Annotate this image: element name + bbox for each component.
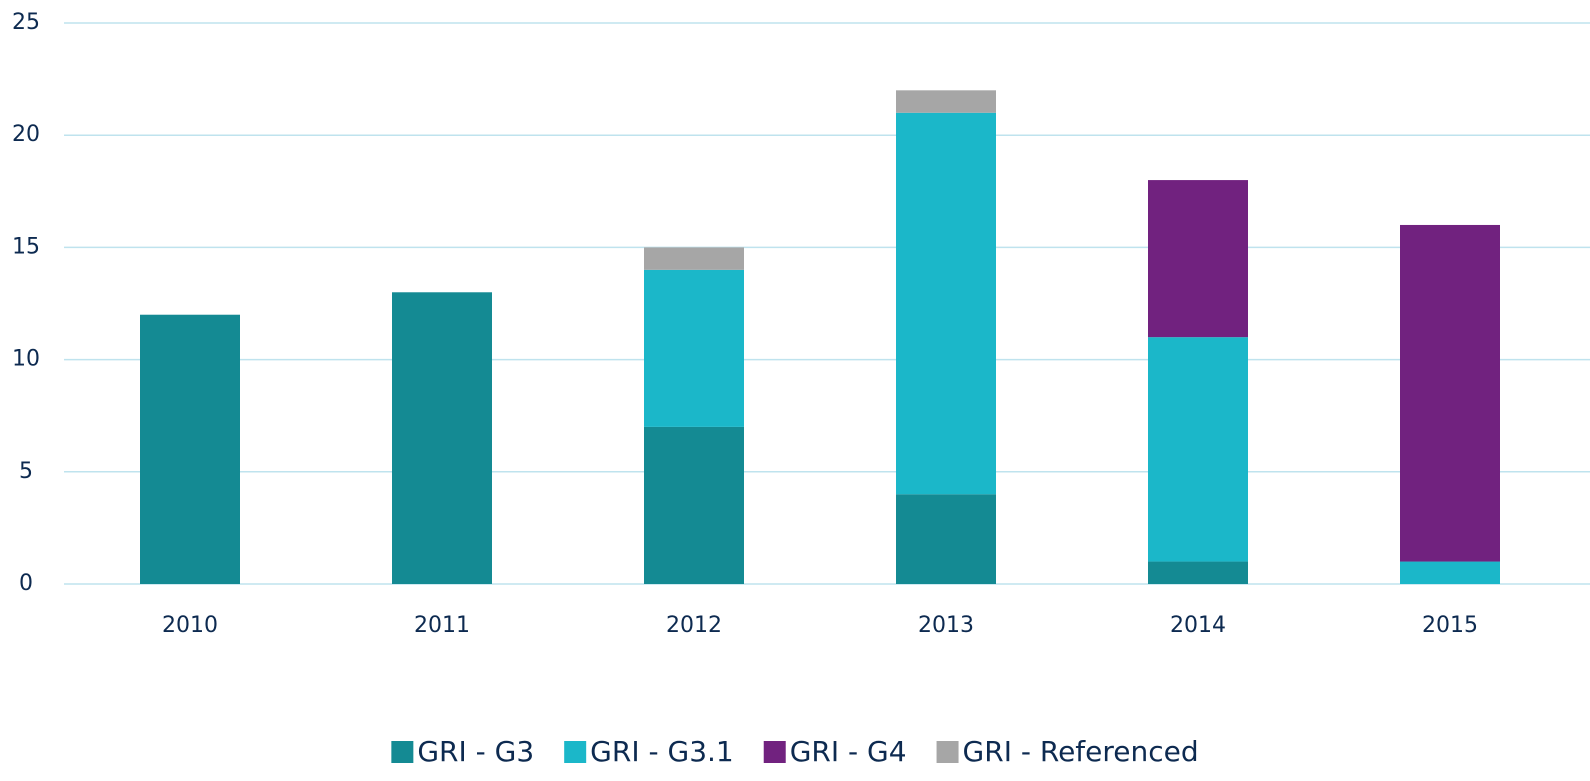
legend-marker	[936, 741, 959, 763]
legend-label: GRI - G3	[417, 735, 534, 768]
bar-segment	[896, 112, 996, 495]
bar-segment	[1400, 224, 1500, 562]
bar-segment	[644, 269, 744, 427]
y-tick-label: 20	[12, 122, 40, 147]
x-tick-label: 2013	[918, 613, 974, 638]
y-tick-label: 15	[12, 234, 40, 259]
y-tick-label: 0	[19, 571, 33, 596]
bar-segment	[140, 314, 240, 584]
legend-label: GRI - G4	[790, 735, 907, 768]
x-tick-label: 2012	[666, 613, 722, 638]
x-tick-label: 2011	[414, 613, 470, 638]
legend-marker	[763, 741, 786, 763]
bar-segment	[392, 292, 492, 584]
y-tick-label: 25	[12, 10, 40, 35]
bar-segment	[896, 494, 996, 584]
bar-segment	[1400, 561, 1500, 584]
legend: GRI - G3 GRI - G3.1 GRI - G4 GRI - Referenc…	[391, 735, 1199, 768]
bar-segment	[644, 247, 744, 270]
bar-segment	[1148, 180, 1248, 338]
y-tick-label: 5	[19, 459, 33, 484]
y-tick-label: 10	[12, 347, 40, 372]
bar-segment	[1148, 561, 1248, 584]
legend-marker	[564, 741, 587, 763]
x-tick-label: 2015	[1422, 613, 1478, 638]
x-tick-label: 2014	[1170, 613, 1226, 638]
bar-segment	[644, 426, 744, 584]
bar-segment	[1148, 337, 1248, 562]
legend-label: GRI - G3.1	[590, 735, 734, 768]
bar-segment	[896, 90, 996, 113]
legend-marker	[391, 741, 414, 763]
legend-label: GRI - Referenced	[963, 735, 1199, 768]
x-tick-label: 2010	[162, 613, 218, 638]
